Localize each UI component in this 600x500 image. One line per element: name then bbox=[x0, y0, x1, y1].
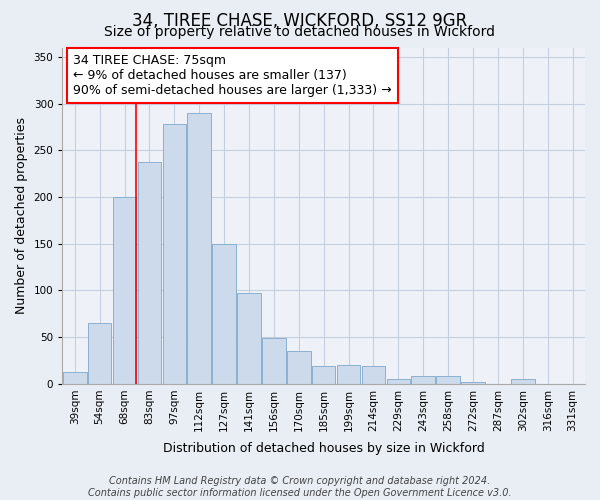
Bar bbox=[312, 366, 335, 384]
Bar bbox=[212, 244, 236, 384]
Bar bbox=[436, 376, 460, 384]
Bar bbox=[163, 124, 186, 384]
Text: Size of property relative to detached houses in Wickford: Size of property relative to detached ho… bbox=[104, 25, 496, 39]
Bar bbox=[137, 162, 161, 384]
Bar bbox=[362, 366, 385, 384]
X-axis label: Distribution of detached houses by size in Wickford: Distribution of detached houses by size … bbox=[163, 442, 485, 455]
Bar bbox=[287, 351, 311, 384]
Text: 34, TIREE CHASE, WICKFORD, SS12 9GR: 34, TIREE CHASE, WICKFORD, SS12 9GR bbox=[133, 12, 467, 30]
Text: 34 TIREE CHASE: 75sqm
← 9% of detached houses are smaller (137)
90% of semi-deta: 34 TIREE CHASE: 75sqm ← 9% of detached h… bbox=[73, 54, 391, 97]
Bar bbox=[88, 323, 112, 384]
Bar bbox=[412, 376, 435, 384]
Bar bbox=[187, 113, 211, 384]
Bar bbox=[461, 382, 485, 384]
Bar bbox=[511, 379, 535, 384]
Bar bbox=[262, 338, 286, 384]
Bar bbox=[237, 294, 261, 384]
Bar bbox=[63, 372, 86, 384]
Bar bbox=[113, 197, 136, 384]
Bar bbox=[386, 379, 410, 384]
Bar bbox=[337, 365, 361, 384]
Y-axis label: Number of detached properties: Number of detached properties bbox=[15, 117, 28, 314]
Text: Contains HM Land Registry data © Crown copyright and database right 2024.
Contai: Contains HM Land Registry data © Crown c… bbox=[88, 476, 512, 498]
